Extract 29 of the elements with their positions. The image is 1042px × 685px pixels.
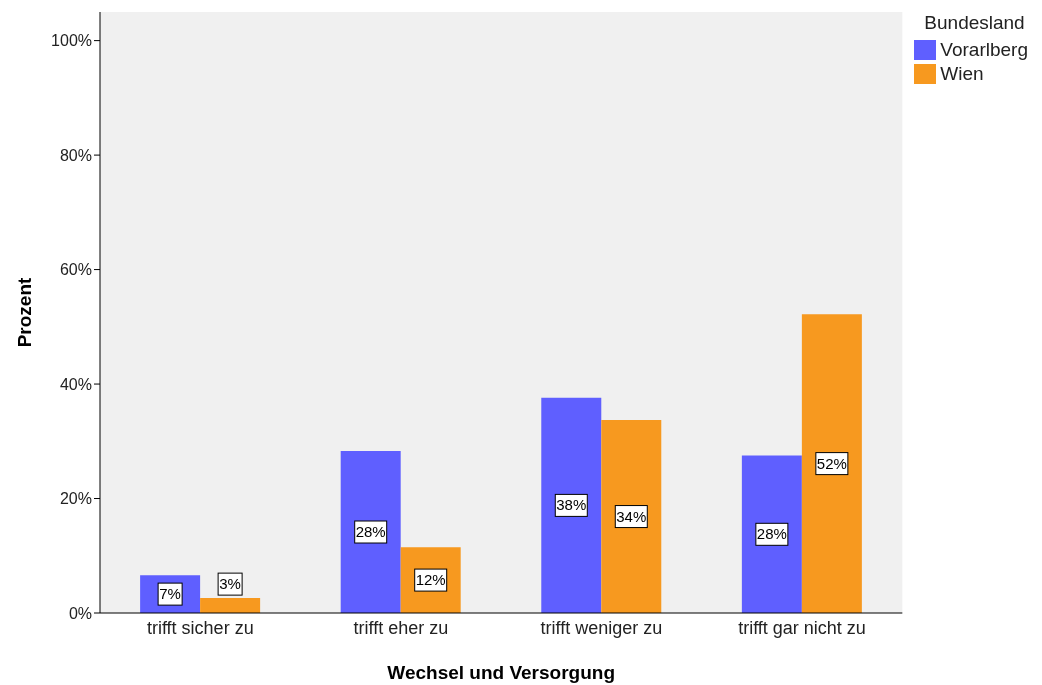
bar <box>541 397 602 613</box>
legend-title: Bundesland <box>924 12 1026 34</box>
data-label: 12% <box>415 571 446 589</box>
y-tick-label: 40% <box>59 375 92 393</box>
bar <box>340 451 401 613</box>
data-label: 38% <box>556 496 587 514</box>
legend-label: Vorarlberg <box>940 39 1028 61</box>
bar <box>200 598 261 613</box>
x-tick-label: trifft gar nicht zu <box>738 617 866 638</box>
x-tick-label: trifft weniger zu <box>540 617 663 638</box>
x-tick-label: trifft sicher zu <box>146 617 254 638</box>
data-label: 28% <box>756 525 787 543</box>
data-label: 34% <box>616 507 647 525</box>
y-tick-label: 60% <box>59 261 92 279</box>
y-tick-label: 0% <box>68 604 92 622</box>
bar <box>801 314 862 613</box>
data-label: 3% <box>219 575 241 593</box>
bar <box>601 420 662 613</box>
y-tick-label: 80% <box>59 146 92 164</box>
y-axis-title: Prozent <box>13 277 35 348</box>
y-tick-label: 100% <box>51 32 92 50</box>
data-label: 52% <box>816 454 847 472</box>
y-tick-label: 20% <box>59 490 92 508</box>
x-tick-label: trifft eher zu <box>353 617 449 638</box>
data-label: 7% <box>159 585 181 603</box>
bar <box>741 455 802 613</box>
x-axis-title: Wechsel und Versorgung <box>387 662 616 683</box>
data-label: 28% <box>355 523 386 541</box>
legend-label: Wien <box>940 63 984 85</box>
